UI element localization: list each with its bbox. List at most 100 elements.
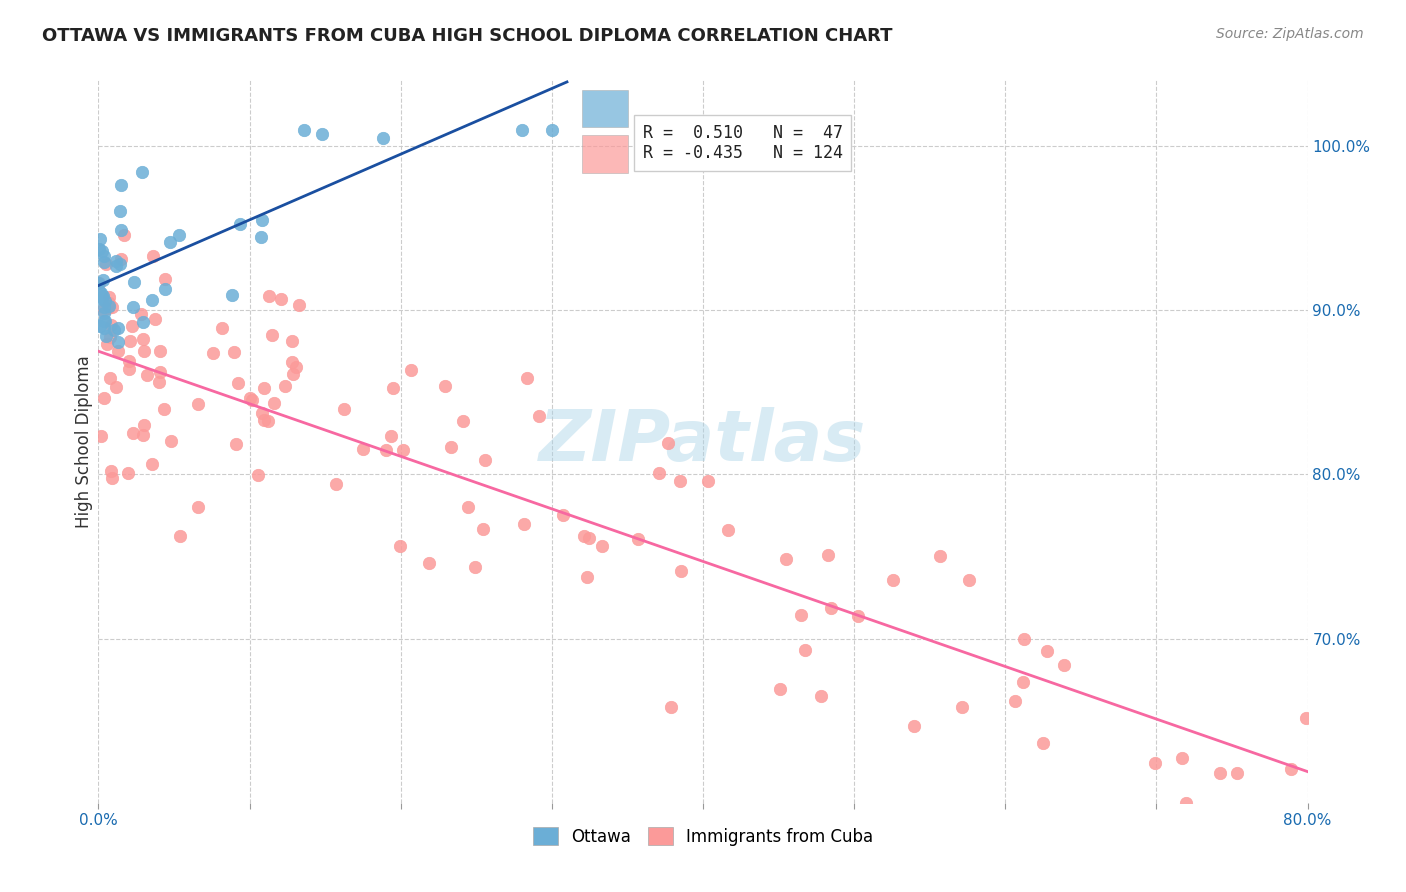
Point — [108, 257, 131, 271]
Point — [110, 178, 132, 192]
Point — [91, 289, 114, 303]
Point — [716, 524, 738, 538]
Point — [122, 425, 145, 440]
Point — [1012, 632, 1035, 646]
Point — [263, 396, 285, 410]
Point — [1011, 674, 1033, 689]
Point — [93, 305, 115, 319]
Point — [155, 271, 177, 285]
Point — [90, 285, 112, 300]
Point — [97, 301, 120, 315]
Point — [136, 368, 159, 382]
Point — [513, 516, 536, 531]
Point — [104, 254, 127, 268]
Point — [457, 500, 479, 515]
Point — [97, 289, 120, 303]
Point — [141, 293, 163, 308]
Point — [591, 539, 613, 553]
Point — [98, 371, 121, 385]
Point — [98, 296, 121, 310]
Point — [240, 392, 263, 407]
Point — [671, 564, 693, 578]
Point — [169, 529, 191, 543]
Point — [91, 290, 114, 304]
Point — [143, 312, 166, 326]
Point — [380, 429, 402, 443]
Point — [122, 276, 145, 290]
Point — [211, 321, 233, 335]
Point — [903, 719, 925, 733]
Point — [134, 417, 156, 432]
Point — [333, 402, 356, 417]
Point — [696, 474, 718, 488]
Point — [950, 700, 973, 714]
Point — [94, 314, 117, 328]
Point — [1143, 756, 1166, 770]
Point — [121, 318, 143, 333]
Point — [89, 291, 111, 305]
Point — [90, 428, 112, 442]
Point — [239, 392, 262, 406]
Point — [794, 643, 817, 657]
Point — [221, 288, 243, 302]
Point — [270, 293, 292, 307]
Point — [292, 122, 315, 136]
Point — [142, 250, 165, 264]
Point — [159, 235, 181, 249]
Point — [382, 381, 405, 395]
Point — [89, 232, 111, 246]
Point — [93, 391, 115, 405]
Point — [474, 452, 496, 467]
Point — [160, 434, 183, 448]
Point — [1032, 736, 1054, 750]
Point — [389, 539, 412, 553]
Point — [257, 289, 280, 303]
Point — [627, 533, 650, 547]
Text: R =  0.510   N =  47
R = -0.435   N = 124: R = 0.510 N = 47 R = -0.435 N = 124 — [643, 124, 842, 162]
Point — [256, 414, 278, 428]
Point — [433, 379, 456, 393]
Point — [551, 508, 574, 523]
Point — [131, 307, 153, 321]
Point — [121, 300, 143, 314]
Point — [1174, 796, 1197, 810]
Point — [100, 464, 122, 478]
Point — [89, 318, 111, 333]
Point — [132, 427, 155, 442]
Point — [96, 337, 118, 351]
Point — [516, 371, 538, 385]
Point — [281, 367, 304, 381]
Point — [392, 442, 415, 457]
Point — [250, 213, 273, 227]
Point — [93, 293, 115, 308]
Text: Source: ZipAtlas.com: Source: ZipAtlas.com — [1216, 27, 1364, 41]
Point — [103, 322, 125, 336]
Point — [288, 298, 311, 312]
Point — [253, 381, 276, 395]
Point — [101, 300, 124, 314]
FancyBboxPatch shape — [582, 90, 628, 128]
Point — [529, 409, 551, 423]
Point — [149, 365, 172, 379]
Point — [1209, 765, 1232, 780]
Point — [451, 415, 474, 429]
Point — [280, 355, 302, 369]
Point — [375, 443, 398, 458]
Point — [98, 330, 121, 344]
Point — [118, 353, 141, 368]
Point — [648, 466, 671, 480]
Point — [110, 223, 132, 237]
Point — [260, 327, 283, 342]
Point — [228, 376, 250, 390]
Point — [107, 334, 129, 349]
Point — [141, 457, 163, 471]
Point — [848, 609, 870, 624]
Point — [118, 361, 141, 376]
Point — [1295, 711, 1317, 725]
Point — [87, 277, 110, 291]
Point — [187, 397, 209, 411]
Point — [957, 573, 980, 587]
Point — [110, 252, 132, 266]
Point — [107, 321, 129, 335]
Point — [153, 402, 176, 417]
